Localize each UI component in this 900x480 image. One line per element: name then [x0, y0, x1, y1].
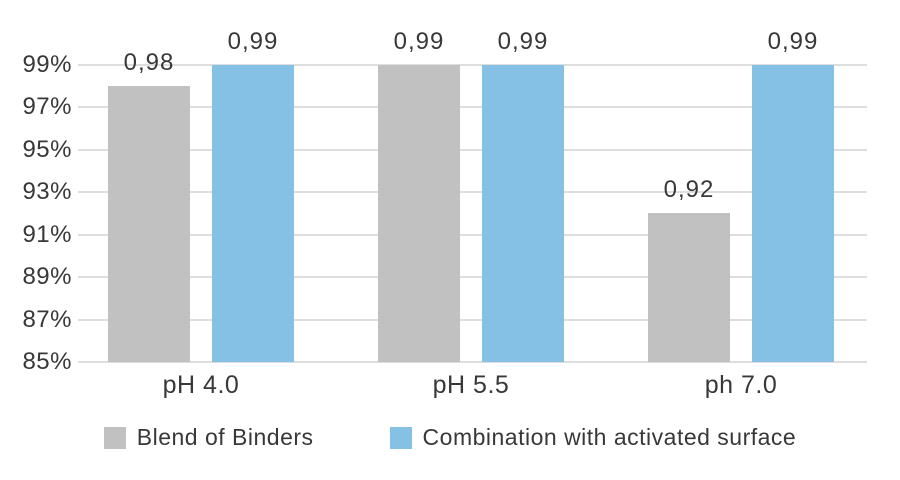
bar-blend-ph-5.5 [378, 65, 460, 362]
y-axis-tick-label: 93% [22, 178, 72, 205]
x-axis-category-label: pH 4.0 [162, 371, 240, 399]
legend-swatch-gray [103, 426, 126, 449]
y-axis-tick-label: 85% [22, 348, 72, 375]
bar-value-label: 0,99 [393, 28, 445, 55]
bar-combination-ph-4.0 [212, 65, 294, 362]
y-axis-tick-label: 95% [22, 136, 72, 163]
gridline [78, 64, 867, 66]
gridline [78, 276, 867, 278]
gridline [78, 191, 867, 193]
bar-value-label: 0,99 [497, 28, 549, 55]
y-axis-tick-label: 97% [22, 93, 72, 120]
legend: Blend of Binders Combination with activa… [0, 424, 900, 451]
x-axis-category-label: pH 5.5 [432, 371, 510, 399]
bar-blend-ph-4.0 [108, 86, 190, 362]
bar-value-label: 0,92 [663, 176, 715, 203]
bar-value-label: 0,98 [123, 49, 175, 76]
bar-combination-ph-7.0 [752, 65, 834, 362]
bar-value-label: 0,99 [227, 28, 279, 55]
x-axis-category-label: ph 7.0 [704, 371, 778, 399]
bar-blend-ph-7.0 [648, 213, 730, 362]
gridline [78, 319, 867, 321]
legend-label: Blend of Binders [136, 424, 314, 450]
y-axis-tick-label: 91% [22, 221, 72, 248]
gridline [78, 149, 867, 151]
gridline [78, 361, 867, 363]
gridline [78, 106, 867, 108]
y-axis-tick-label: 99% [22, 51, 72, 78]
gridline [78, 234, 867, 236]
legend-label: Combination with activated surface [422, 424, 797, 450]
bar-value-label: 0,99 [767, 28, 819, 55]
legend-swatch-blue [389, 426, 412, 449]
legend-item-combination-activated-surface: Combination with activated surface [389, 424, 797, 451]
legend-item-blend-of-binders: Blend of Binders [103, 424, 314, 451]
y-axis-tick-label: 87% [22, 306, 72, 333]
bar-combination-ph-5.5 [482, 65, 564, 362]
y-axis-tick-label: 89% [22, 263, 72, 290]
